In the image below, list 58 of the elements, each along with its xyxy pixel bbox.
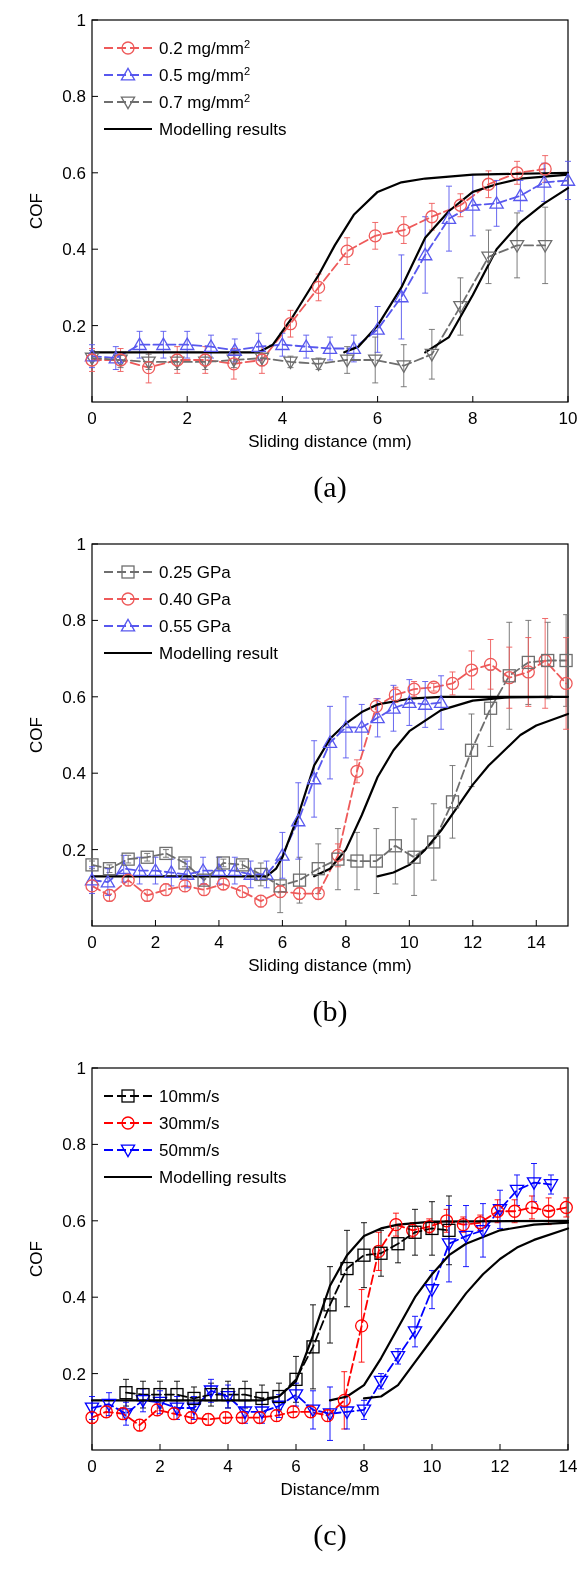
x-tick-label: 14 — [558, 1457, 578, 1476]
y-axis-title: COF — [27, 193, 46, 229]
legend-label: 0.25 GPa — [159, 562, 232, 582]
legend-label: 0.7 mg/mm$^{2}$ — [159, 91, 251, 112]
x-tick-label: 12 — [463, 933, 483, 952]
x-tick-label: 0 — [87, 933, 97, 952]
text: (b) — [312, 994, 348, 1028]
legend-label: 0.55 GPa — [159, 616, 232, 636]
text: (a) — [313, 470, 347, 504]
x-tick-label: 10 — [558, 409, 578, 428]
legend-label: Modelling results — [159, 119, 287, 139]
y-tick-label: 0.2 — [62, 316, 86, 336]
y-axis-title: COF — [27, 1241, 46, 1277]
y-axis-title: COF — [27, 717, 46, 753]
x-tick-label: 4 — [223, 1457, 233, 1476]
legend-label: 0.2 mg/mm$^{2}$ — [159, 37, 251, 58]
y-tick-label: 0.2 — [62, 840, 86, 860]
y-tick-label: 0.6 — [62, 163, 86, 183]
x-tick-label: 6 — [291, 1457, 301, 1476]
y-tick-label: 0.8 — [62, 1135, 86, 1155]
legend-label: 0.5 mg/mm$^{2}$ — [159, 64, 251, 85]
x-tick-label: 8 — [341, 933, 351, 952]
y-tick-label: 1 — [76, 534, 86, 554]
y-tick-label: 0.4 — [62, 764, 86, 784]
x-tick-label: 8 — [468, 409, 478, 428]
x-tick-label: 10 — [399, 933, 419, 952]
text: (c) — [313, 1518, 347, 1552]
x-tick-label: 0 — [87, 409, 97, 428]
legend-label: 10mm/s — [159, 1086, 220, 1106]
x-tick-label: 4 — [214, 933, 224, 952]
x-tick-label: 2 — [150, 933, 161, 952]
y-tick-label: 0.2 — [62, 1364, 86, 1384]
y-tick-label: 1 — [76, 1058, 86, 1078]
x-tick-label: 12 — [490, 1457, 510, 1476]
x-axis-title: Sliding distance (mm) — [248, 432, 412, 451]
y-tick-label: 0.4 — [62, 240, 86, 260]
x-axis-title: Distance/mm — [280, 1480, 380, 1499]
legend-label: 50mm/s — [159, 1140, 220, 1160]
y-tick-label: 0.6 — [62, 1211, 86, 1231]
x-tick-label: 2 — [182, 409, 192, 428]
y-tick-label: 1 — [76, 10, 86, 30]
x-axis-title: Sliding distance (mm) — [248, 956, 412, 975]
x-tick-label: 4 — [277, 409, 288, 428]
legend-label: 30mm/s — [159, 1113, 220, 1133]
x-tick-label: 10 — [422, 1457, 442, 1476]
y-tick-label: 0.8 — [62, 611, 86, 631]
x-tick-label: 2 — [155, 1457, 165, 1476]
x-tick-label: 14 — [526, 933, 546, 952]
x-tick-label: 6 — [372, 409, 383, 428]
y-tick-label: 0.4 — [62, 1288, 86, 1308]
legend-label: 0.40 GPa — [159, 589, 232, 609]
x-tick-label: 6 — [277, 933, 288, 952]
y-tick-label: 0.6 — [62, 687, 86, 707]
legend-label: Modelling result — [159, 643, 279, 663]
legend-label: Modelling results — [159, 1167, 287, 1187]
y-tick-label: 0.8 — [62, 87, 86, 107]
x-tick-label: 8 — [359, 1457, 369, 1476]
x-tick-label: 0 — [87, 1457, 97, 1476]
